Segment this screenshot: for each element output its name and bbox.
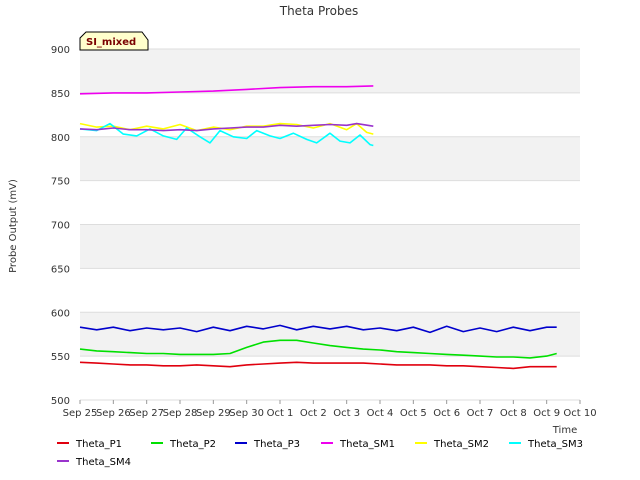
y-axis-title: Probe Output (mV) bbox=[8, 179, 19, 273]
x-tick-label: Oct 7 bbox=[467, 408, 494, 419]
y-tick-label: 600 bbox=[51, 308, 70, 319]
legend-item-theta-p2: Theta_P2 bbox=[151, 439, 216, 450]
x-tick-label: Oct 2 bbox=[300, 408, 327, 419]
x-tick-label: Oct 8 bbox=[500, 408, 527, 419]
x-tick-label: Oct 4 bbox=[367, 408, 394, 419]
y-tick-label: 850 bbox=[51, 89, 70, 100]
series-layer bbox=[79, 85, 557, 370]
series-line-theta-p2 bbox=[79, 339, 557, 359]
plot-background bbox=[80, 49, 580, 400]
series-line-theta-p1 bbox=[79, 361, 557, 370]
legend-item-theta-p3: Theta_P3 bbox=[235, 439, 300, 450]
legend-item-theta-p1: Theta_P1 bbox=[57, 439, 122, 450]
y-tick-label: 500 bbox=[51, 396, 70, 407]
plot-band bbox=[80, 136, 580, 181]
plot-band bbox=[80, 268, 580, 313]
legend-item-theta-sm3: Theta_SM3 bbox=[509, 439, 583, 450]
plot-band bbox=[80, 224, 580, 269]
x-tick-label: Oct 1 bbox=[267, 408, 294, 419]
x-tick-label: Sep 25 bbox=[63, 408, 98, 419]
series-line-theta-sm3 bbox=[79, 122, 374, 147]
legend-label: Theta_SM2 bbox=[433, 439, 489, 450]
badge-box bbox=[79, 31, 149, 51]
x-tick-label: Oct 9 bbox=[533, 408, 560, 419]
plot-band bbox=[80, 49, 580, 93]
y-tick-label: 550 bbox=[51, 352, 70, 363]
plot-band bbox=[80, 180, 580, 225]
y-tick-label: 650 bbox=[51, 264, 70, 275]
y-tick-label: 800 bbox=[51, 133, 70, 144]
x-tick-label: Oct 10 bbox=[563, 408, 596, 419]
legend-label: Theta_SM1 bbox=[339, 439, 395, 450]
x-tick-label: Oct 5 bbox=[400, 408, 427, 419]
y-tick-label: 900 bbox=[51, 45, 70, 56]
x-tick-label: Sep 27 bbox=[129, 408, 164, 419]
y-tick-label: 750 bbox=[51, 177, 70, 188]
badge: SI_mixed bbox=[79, 31, 149, 51]
legend-item-theta-sm4: Theta_SM4 bbox=[57, 457, 131, 468]
grid-lines bbox=[80, 48, 580, 401]
plot-band bbox=[80, 312, 580, 357]
x-tick-label: Sep 28 bbox=[163, 408, 198, 419]
legend-item-theta-sm2: Theta_SM2 bbox=[415, 439, 489, 450]
legend-label: Theta_SM3 bbox=[527, 439, 583, 450]
x-tick-label: Sep 29 bbox=[196, 408, 231, 419]
x-axis-title: Time bbox=[552, 425, 577, 436]
legend-label: Theta_P3 bbox=[253, 439, 300, 450]
chart-title: Theta Probes bbox=[279, 4, 358, 18]
legend-label: Theta_SM4 bbox=[75, 457, 131, 468]
legend-item-theta-sm1: Theta_SM1 bbox=[321, 439, 395, 450]
series-line-theta-p3 bbox=[79, 324, 557, 334]
x-tick-label: Oct 6 bbox=[433, 408, 460, 419]
legend-label: Theta_P2 bbox=[169, 439, 216, 450]
x-tick-label: Sep 26 bbox=[96, 408, 131, 419]
legend-label: Theta_P1 bbox=[75, 439, 122, 450]
legend: Theta_P1 Theta_P2 Theta_P3 Theta_SM1 Theta_S… bbox=[57, 439, 583, 468]
y-tick-label: 700 bbox=[51, 221, 70, 232]
series-line-theta-sm1 bbox=[79, 85, 374, 95]
x-tick-label: Oct 3 bbox=[333, 408, 360, 419]
x-tick-label: Sep 30 bbox=[229, 408, 264, 419]
y-axis: 500 550 600 650 700 750 800 850 900 bbox=[51, 45, 70, 407]
series-line-theta-sm4 bbox=[79, 122, 374, 132]
badge-label: SI_mixed bbox=[86, 37, 136, 48]
